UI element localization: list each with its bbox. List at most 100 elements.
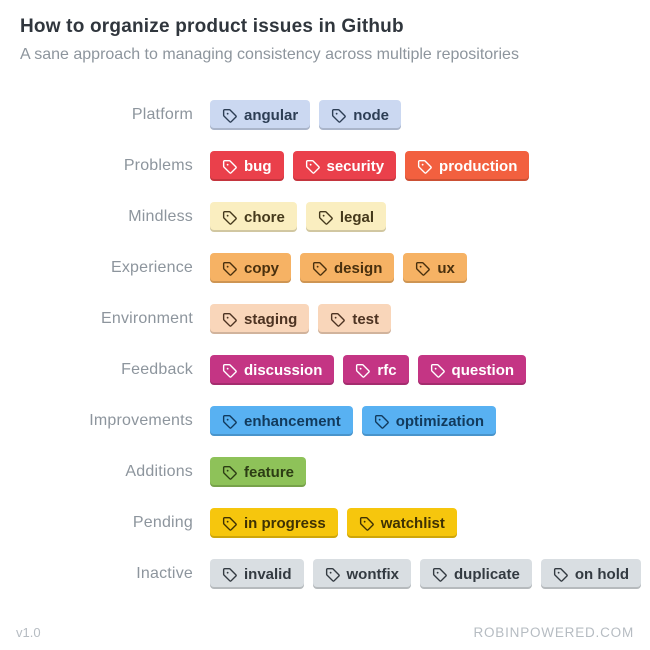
site-text: ROBINPOWERED.COM (473, 625, 634, 640)
tag-text: wontfix (346, 565, 400, 583)
tag-icon (374, 414, 389, 429)
github-label-tag: chore (210, 202, 297, 232)
github-label-tag: design (300, 253, 395, 283)
tag-text: staging (244, 310, 298, 328)
tag-text: chore (244, 208, 285, 226)
tag-text: copy (244, 259, 280, 277)
group-label: Pending (132, 514, 193, 531)
tag-text: watchlist (380, 514, 445, 532)
tag-icon (222, 465, 237, 480)
footer: v1.0 ROBINPOWERED.COM (16, 625, 634, 640)
tag-list: invalid wontfix duplicate on hold (210, 559, 642, 589)
github-label-tag: duplicate (420, 559, 532, 589)
github-label-tag: ux (403, 253, 467, 283)
tag-text: question (451, 361, 515, 379)
github-label-tag: invalid (210, 559, 304, 589)
tag-text: node (353, 106, 390, 124)
tag-text: optimization (395, 412, 485, 430)
github-label-tag: rfc (343, 355, 409, 385)
tag-list: bug security production (210, 151, 530, 181)
tag-text: duplicate (454, 565, 520, 583)
version-text: v1.0 (16, 625, 41, 640)
tag-text: angular (244, 106, 299, 124)
tag-icon (430, 363, 445, 378)
header: How to organize product issues in Github… (20, 15, 630, 65)
page-subtitle: A sane approach to managing consistency … (20, 46, 519, 63)
tag-icon (359, 516, 374, 531)
tag-icon (312, 261, 327, 276)
group-label: Improvements (89, 412, 193, 429)
github-label-tag: wontfix (312, 559, 412, 589)
tag-text: test (352, 310, 380, 328)
label-group-row: Experience copy design ux (0, 253, 650, 283)
tag-icon (325, 567, 340, 582)
github-label-tag: feature (210, 457, 307, 487)
tag-icon (432, 567, 447, 582)
github-label-tag: on hold (540, 559, 642, 589)
label-group-row: Additions feature (0, 457, 650, 487)
tag-icon (222, 312, 237, 327)
tag-list: in progress watchlist (210, 508, 457, 538)
tag-list: chore legal (210, 202, 387, 232)
tag-icon (222, 363, 237, 378)
tag-list: copy design ux (210, 253, 467, 283)
github-label-tag: node (319, 100, 402, 130)
label-group-row: Platform angular node (0, 100, 650, 130)
github-label-tag: in progress (210, 508, 338, 538)
group-label: Problems (123, 157, 193, 174)
tag-icon (356, 363, 371, 378)
github-label-tag: bug (210, 151, 284, 181)
github-label-tag: test (318, 304, 392, 334)
tag-icon (331, 312, 346, 327)
github-label-tag: angular (210, 100, 311, 130)
tag-icon (222, 567, 237, 582)
tag-icon (416, 261, 431, 276)
label-groups: Platform angular node Problems bug securi… (0, 100, 650, 610)
tag-text: discussion (244, 361, 323, 379)
label-group-row: Improvements enhancement optimization (0, 406, 650, 436)
github-label-tag: optimization (361, 406, 497, 436)
label-group-row: Environment staging test (0, 304, 650, 334)
tag-list: angular node (210, 100, 402, 130)
github-label-tag: discussion (210, 355, 335, 385)
tag-icon (305, 159, 320, 174)
tag-text: security (326, 157, 385, 175)
group-label: Mindless (128, 208, 193, 225)
tag-text: enhancement (244, 412, 341, 430)
tag-text: on hold (574, 565, 630, 583)
github-label-tag: security (292, 151, 397, 181)
tag-icon (222, 414, 237, 429)
tag-text: production (439, 157, 518, 175)
group-label: Additions (125, 463, 193, 480)
tag-text: invalid (244, 565, 292, 583)
tag-text: rfc (377, 361, 397, 379)
tag-icon (222, 261, 237, 276)
label-group-row: Inactive invalid wontfix duplicate on ho… (0, 559, 650, 589)
label-group-row: Problems bug security production (0, 151, 650, 181)
label-group-row: Feedback discussion rfc question (0, 355, 650, 385)
tag-text: ux (437, 259, 455, 277)
github-label-tag: staging (210, 304, 310, 334)
github-label-tag: copy (210, 253, 292, 283)
tag-icon (318, 210, 333, 225)
page-title: How to organize product issues in Github (20, 16, 404, 37)
group-label: Platform (131, 106, 193, 123)
tag-list: staging test (210, 304, 392, 334)
group-label: Experience (110, 259, 193, 276)
github-label-tag: production (405, 151, 530, 181)
label-group-row: Pending in progress watchlist (0, 508, 650, 538)
label-group-row: Mindless chore legal (0, 202, 650, 232)
github-label-tag: watchlist (346, 508, 457, 538)
tag-text: legal (339, 208, 375, 226)
group-label: Environment (100, 310, 193, 327)
group-label: Feedback (121, 361, 193, 378)
tag-icon (222, 516, 237, 531)
tag-list: feature (210, 457, 307, 487)
github-label-tag: enhancement (210, 406, 353, 436)
tag-list: enhancement optimization (210, 406, 497, 436)
tag-icon (222, 210, 237, 225)
tag-text: design (334, 259, 383, 277)
tag-text: feature (244, 463, 295, 481)
tag-icon (222, 108, 237, 123)
